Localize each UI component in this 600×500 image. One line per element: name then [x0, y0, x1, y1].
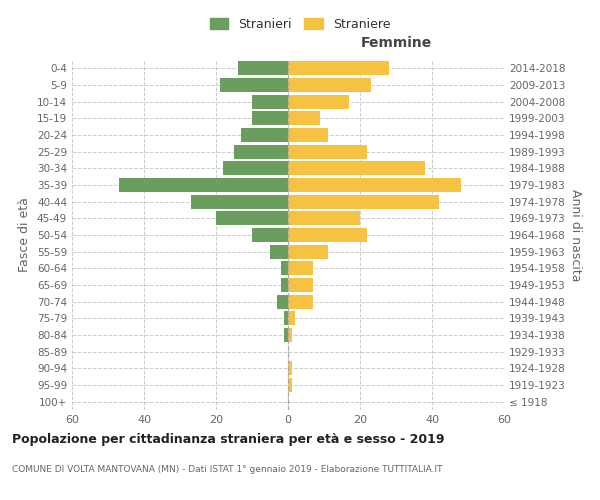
Bar	[252, 112, 288, 126]
Y-axis label: Anni di nascita: Anni di nascita	[569, 188, 582, 281]
Y-axis label: Fasce di età: Fasce di età	[19, 198, 31, 272]
Bar	[288, 294, 313, 308]
Bar	[220, 78, 288, 92]
Bar	[277, 294, 288, 308]
Bar	[288, 278, 313, 292]
Bar	[252, 228, 288, 242]
Text: COMUNE DI VOLTA MANTOVANA (MN) - Dati ISTAT 1° gennaio 2019 - Elaborazione TUTTI: COMUNE DI VOLTA MANTOVANA (MN) - Dati IS…	[12, 465, 443, 474]
Bar	[234, 144, 288, 159]
Bar	[288, 178, 461, 192]
Bar	[119, 178, 288, 192]
Bar	[288, 311, 295, 326]
Bar	[284, 328, 288, 342]
Bar	[288, 162, 425, 175]
Bar	[281, 261, 288, 276]
Bar	[288, 211, 360, 226]
Bar	[238, 62, 288, 76]
Bar	[223, 162, 288, 175]
Bar	[288, 128, 328, 142]
Bar	[288, 62, 389, 76]
Bar	[288, 244, 328, 259]
Bar	[281, 278, 288, 292]
Bar	[216, 211, 288, 226]
Bar	[288, 361, 292, 376]
Legend: Stranieri, Straniere: Stranieri, Straniere	[203, 11, 397, 37]
Bar	[252, 94, 288, 109]
Bar	[288, 328, 292, 342]
Bar	[288, 78, 371, 92]
Bar	[288, 112, 320, 126]
Text: Femmine: Femmine	[361, 36, 431, 50]
Bar	[288, 144, 367, 159]
Bar	[241, 128, 288, 142]
Bar	[270, 244, 288, 259]
Bar	[191, 194, 288, 209]
Bar	[288, 194, 439, 209]
Bar	[288, 378, 292, 392]
Bar	[288, 228, 367, 242]
Text: Popolazione per cittadinanza straniera per età e sesso - 2019: Popolazione per cittadinanza straniera p…	[12, 432, 445, 446]
Bar	[288, 94, 349, 109]
Bar	[288, 261, 313, 276]
Bar	[284, 311, 288, 326]
